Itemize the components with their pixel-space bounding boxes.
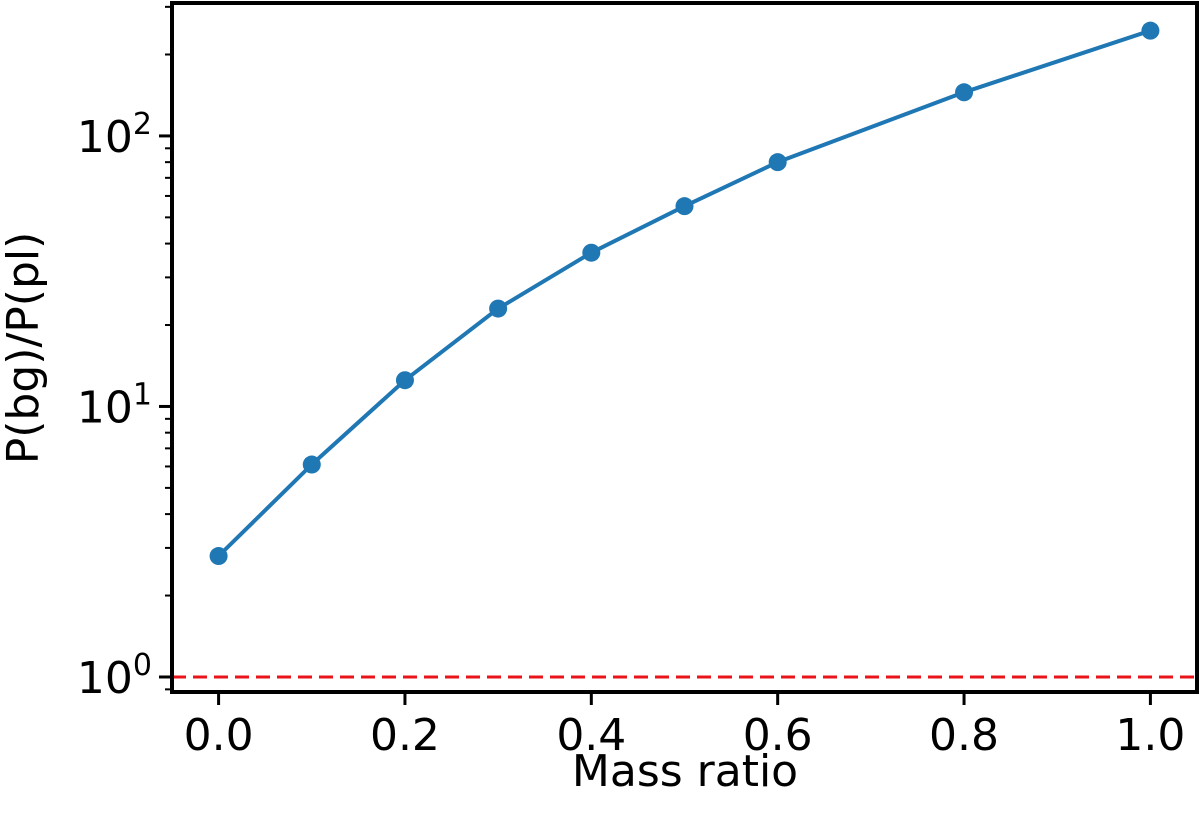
x-tick-label-0: 0.0	[184, 710, 254, 761]
data-point-2	[395, 371, 414, 390]
data-point-8	[1141, 21, 1160, 40]
data-point-6	[768, 153, 787, 172]
x-axis-label: Mass ratio	[572, 746, 798, 797]
x-tick-label-1: 0.2	[370, 710, 440, 761]
y-tick-label-2: 102	[77, 107, 152, 163]
y-axis-label: P(bg)/P(pl)	[0, 232, 49, 465]
axis-layer: 0.0 0.2 0.4 0.6 0.8 1.0 100 101 102	[77, 5, 1185, 761]
data-point-4	[582, 243, 601, 262]
data-point-7	[955, 83, 974, 102]
x-tick-label-4: 0.8	[929, 710, 999, 761]
y-tick-label-1: 101	[77, 377, 152, 433]
x-tick-label-5: 1.0	[1115, 710, 1185, 761]
series-line-0	[217, 28, 1152, 558]
data-point-5	[675, 197, 694, 216]
plot-frame	[170, 1, 1199, 694]
y-tick-label-0: 100	[77, 648, 152, 704]
series-layer	[209, 21, 1160, 566]
data-point-1	[302, 455, 321, 474]
data-point-0	[209, 547, 228, 566]
x-tick-label-2: 0.4	[556, 710, 626, 761]
x-tick-label-3: 0.6	[743, 710, 813, 761]
data-point-3	[489, 299, 508, 318]
